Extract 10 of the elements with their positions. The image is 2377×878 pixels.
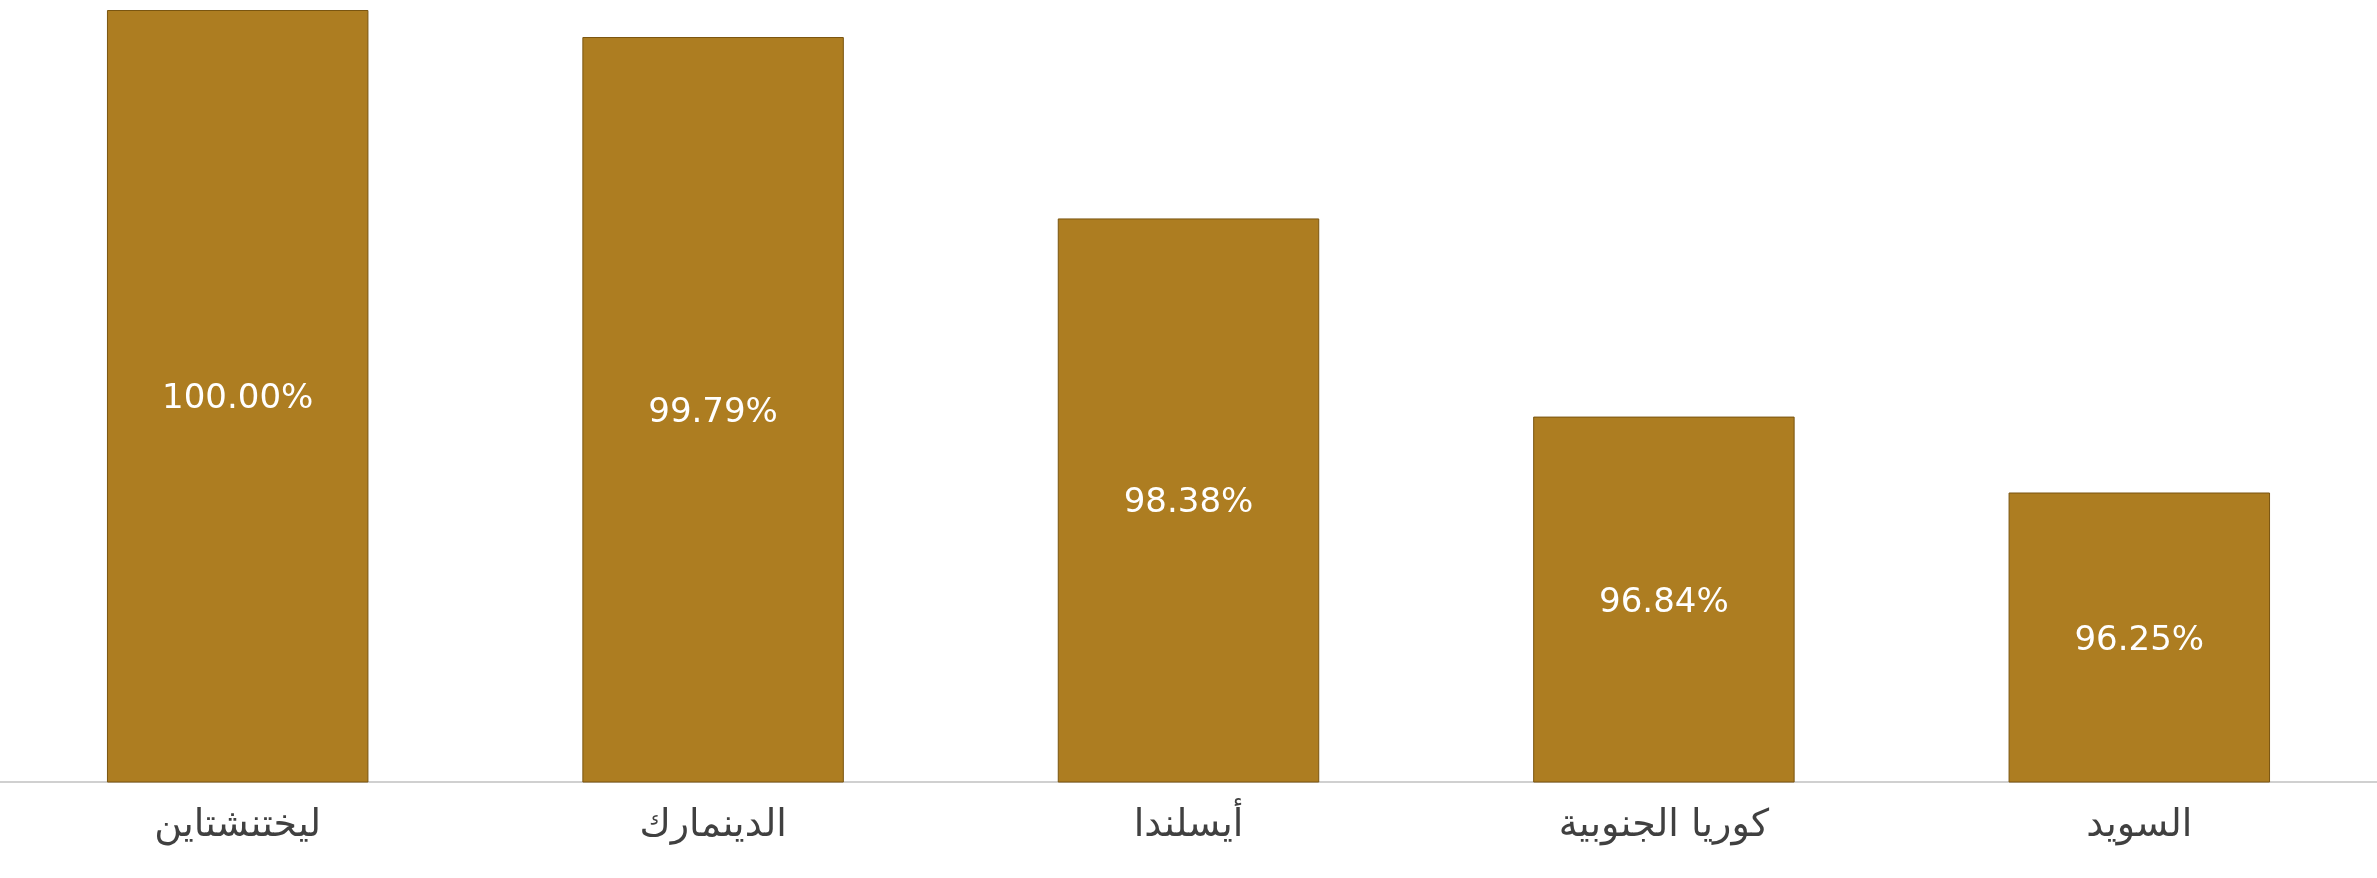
data-label: 96.25%: [2074, 617, 2205, 658]
data-label: 99.79%: [648, 389, 778, 430]
data-label: 100.00%: [162, 376, 314, 417]
data-label: 98.38%: [1123, 480, 1254, 521]
x-tick-label: السويد: [2086, 801, 2193, 846]
x-tick-label: أيسلندا: [1133, 798, 1244, 845]
data-label: 96.84%: [1599, 579, 1729, 620]
x-tick-label: ليختنشتاين: [154, 801, 322, 846]
x-tick-label: الدينمارك: [639, 801, 787, 845]
x-tick-label: كوريا الجنوبية: [1558, 801, 1771, 846]
